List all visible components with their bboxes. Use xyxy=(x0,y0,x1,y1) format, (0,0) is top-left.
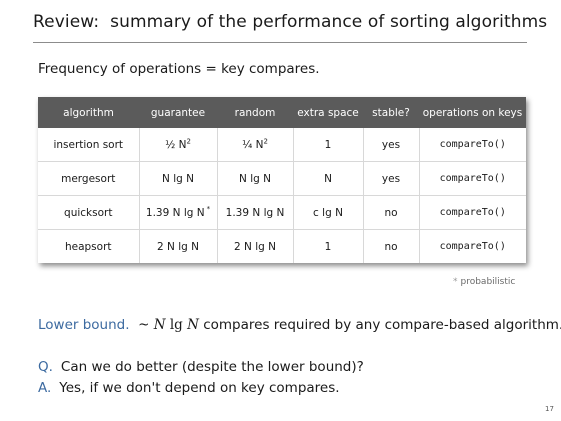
cell-algorithm: heapsort xyxy=(38,229,140,263)
intro-text: Frequency of operations = key compares. xyxy=(38,61,320,77)
question-line: Q. Can we do better (despite the lower bo… xyxy=(38,359,364,375)
cell-operations: compareTo() xyxy=(419,195,526,230)
question-key: Q. xyxy=(38,359,53,375)
slide-title: Review: summary of the performance of so… xyxy=(33,12,548,32)
lower-bound-lg: lg xyxy=(169,317,183,333)
question-text: Can we do better (despite the lower boun… xyxy=(60,359,364,375)
answer-line: A. Yes, if we don't depend on key compare… xyxy=(38,380,340,396)
cell-operations: compareTo() xyxy=(419,161,526,196)
table-row: quicksort 1.39 N lg N * 1.39 N lg N c lg … xyxy=(38,195,526,230)
cell-random: N lg N xyxy=(217,161,294,196)
lower-bound-n2: N xyxy=(187,317,199,333)
asterisk-mark: * xyxy=(206,205,211,213)
footnote-text: probabilistic xyxy=(460,277,516,287)
cell-extra-space: 1 xyxy=(293,229,364,263)
cell-guarantee: N lg N xyxy=(139,161,218,196)
lower-bound-tilde: ~ xyxy=(138,317,150,333)
cell-extra-space: N xyxy=(293,161,364,196)
table-header-row: algorithm guarantee random extra space s… xyxy=(38,97,526,128)
answer-key: A. xyxy=(38,380,52,396)
header-extra-space: extra space xyxy=(293,97,363,128)
header-random: random xyxy=(217,97,293,128)
superscript: 2 xyxy=(263,137,268,145)
cell-random: 1.39 N lg N xyxy=(217,195,294,230)
cell-guarantee: ½ N2 xyxy=(139,128,218,162)
header-stable: stable? xyxy=(363,97,419,128)
table-row: mergesort N lg N N lg N N yes compareTo(… xyxy=(38,161,526,196)
header-operations-on-keys: operations on keys xyxy=(419,97,526,128)
cell-guarantee: 1.39 N lg N * xyxy=(139,195,218,230)
cell-stable: no xyxy=(363,195,420,230)
performance-table: algorithm guarantee random extra space s… xyxy=(38,97,526,263)
answer-text: Yes, if we don't depend on key compares. xyxy=(59,380,340,396)
cell-stable: yes xyxy=(363,128,420,162)
cell-operations: compareTo() xyxy=(419,128,526,162)
lower-bound-statement: Lower bound. ~ N lg N compares required … xyxy=(38,317,561,333)
cell-algorithm: quicksort xyxy=(38,195,140,230)
lower-bound-n: N xyxy=(153,317,166,333)
cell-operations: compareTo() xyxy=(439,241,506,252)
cell-extra-space: c lg N xyxy=(293,195,364,230)
cell-random: ¼ N2 xyxy=(217,128,294,162)
cell-random: 2 N lg N xyxy=(217,229,294,263)
table-row: insertion sort ½ N2 ¼ N2 1 yes compareTo… xyxy=(38,128,526,162)
cell-guarantee: 2 N lg N xyxy=(139,229,218,263)
cell-stable: no xyxy=(363,229,420,263)
title-divider xyxy=(33,42,527,43)
table-row: heapsort 2 N lg N 2 N lg N 1 no compareT… xyxy=(38,229,526,263)
cell-stable: yes xyxy=(363,161,420,196)
cell-extra-space: 1 xyxy=(293,128,364,162)
lower-bound-rest: compares required by any compare-based a… xyxy=(198,317,561,333)
page-number: 17 xyxy=(545,405,554,413)
footnote: * probabilistic xyxy=(453,277,515,287)
header-guarantee: guarantee xyxy=(139,97,217,128)
cell-algorithm: mergesort xyxy=(38,161,140,196)
superscript: 2 xyxy=(186,137,191,145)
footnote-mark: * xyxy=(453,277,458,287)
header-algorithm: algorithm xyxy=(38,97,139,128)
cell-algorithm: insertion sort xyxy=(38,128,140,162)
lower-bound-label: Lower bound. xyxy=(38,317,130,333)
